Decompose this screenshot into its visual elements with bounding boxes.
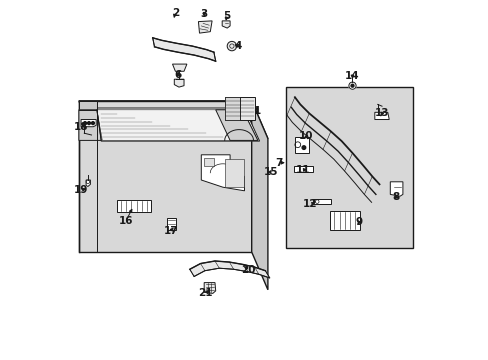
Polygon shape	[81, 120, 96, 127]
Text: 6: 6	[174, 70, 181, 80]
Text: 11: 11	[295, 165, 309, 175]
Text: 10: 10	[299, 131, 313, 141]
Polygon shape	[294, 166, 312, 172]
Polygon shape	[79, 101, 251, 252]
Polygon shape	[312, 199, 330, 204]
Polygon shape	[86, 180, 90, 186]
Circle shape	[91, 122, 94, 125]
Circle shape	[83, 122, 86, 125]
Polygon shape	[79, 101, 97, 110]
Text: 5: 5	[223, 11, 230, 21]
Polygon shape	[251, 101, 267, 290]
Polygon shape	[224, 159, 244, 187]
Polygon shape	[189, 261, 269, 278]
Text: 9: 9	[355, 217, 362, 228]
Polygon shape	[224, 97, 255, 120]
Polygon shape	[285, 87, 412, 248]
Polygon shape	[389, 182, 402, 196]
Text: 16: 16	[118, 216, 133, 226]
Text: 4: 4	[234, 41, 241, 51]
Polygon shape	[117, 200, 151, 212]
Polygon shape	[201, 155, 244, 191]
Text: 8: 8	[392, 192, 399, 202]
Polygon shape	[222, 21, 230, 28]
Text: 7: 7	[274, 158, 282, 168]
Polygon shape	[89, 108, 259, 141]
Polygon shape	[215, 110, 257, 140]
Text: 18: 18	[74, 122, 88, 132]
Text: 20: 20	[241, 265, 256, 275]
Text: 19: 19	[74, 185, 88, 195]
Polygon shape	[152, 38, 215, 61]
Circle shape	[227, 41, 236, 51]
Text: 21: 21	[198, 288, 212, 298]
Circle shape	[302, 146, 305, 149]
Polygon shape	[204, 283, 215, 293]
Polygon shape	[172, 64, 186, 71]
Text: 2: 2	[171, 8, 179, 18]
Polygon shape	[374, 112, 388, 120]
Circle shape	[87, 122, 90, 125]
Text: 14: 14	[345, 71, 359, 81]
Polygon shape	[79, 101, 267, 139]
Circle shape	[348, 82, 355, 89]
Text: 1: 1	[253, 106, 260, 116]
Polygon shape	[204, 158, 213, 166]
Polygon shape	[294, 137, 309, 153]
Circle shape	[350, 84, 353, 87]
Text: 12: 12	[302, 199, 317, 210]
Text: 13: 13	[374, 108, 388, 118]
Polygon shape	[198, 21, 212, 33]
Text: 3: 3	[200, 9, 207, 19]
Text: 15: 15	[264, 167, 278, 177]
Polygon shape	[79, 110, 101, 140]
Polygon shape	[97, 110, 257, 140]
Polygon shape	[174, 79, 183, 87]
Polygon shape	[329, 211, 359, 230]
Text: 17: 17	[163, 226, 178, 236]
Polygon shape	[224, 97, 240, 120]
Polygon shape	[167, 218, 176, 230]
